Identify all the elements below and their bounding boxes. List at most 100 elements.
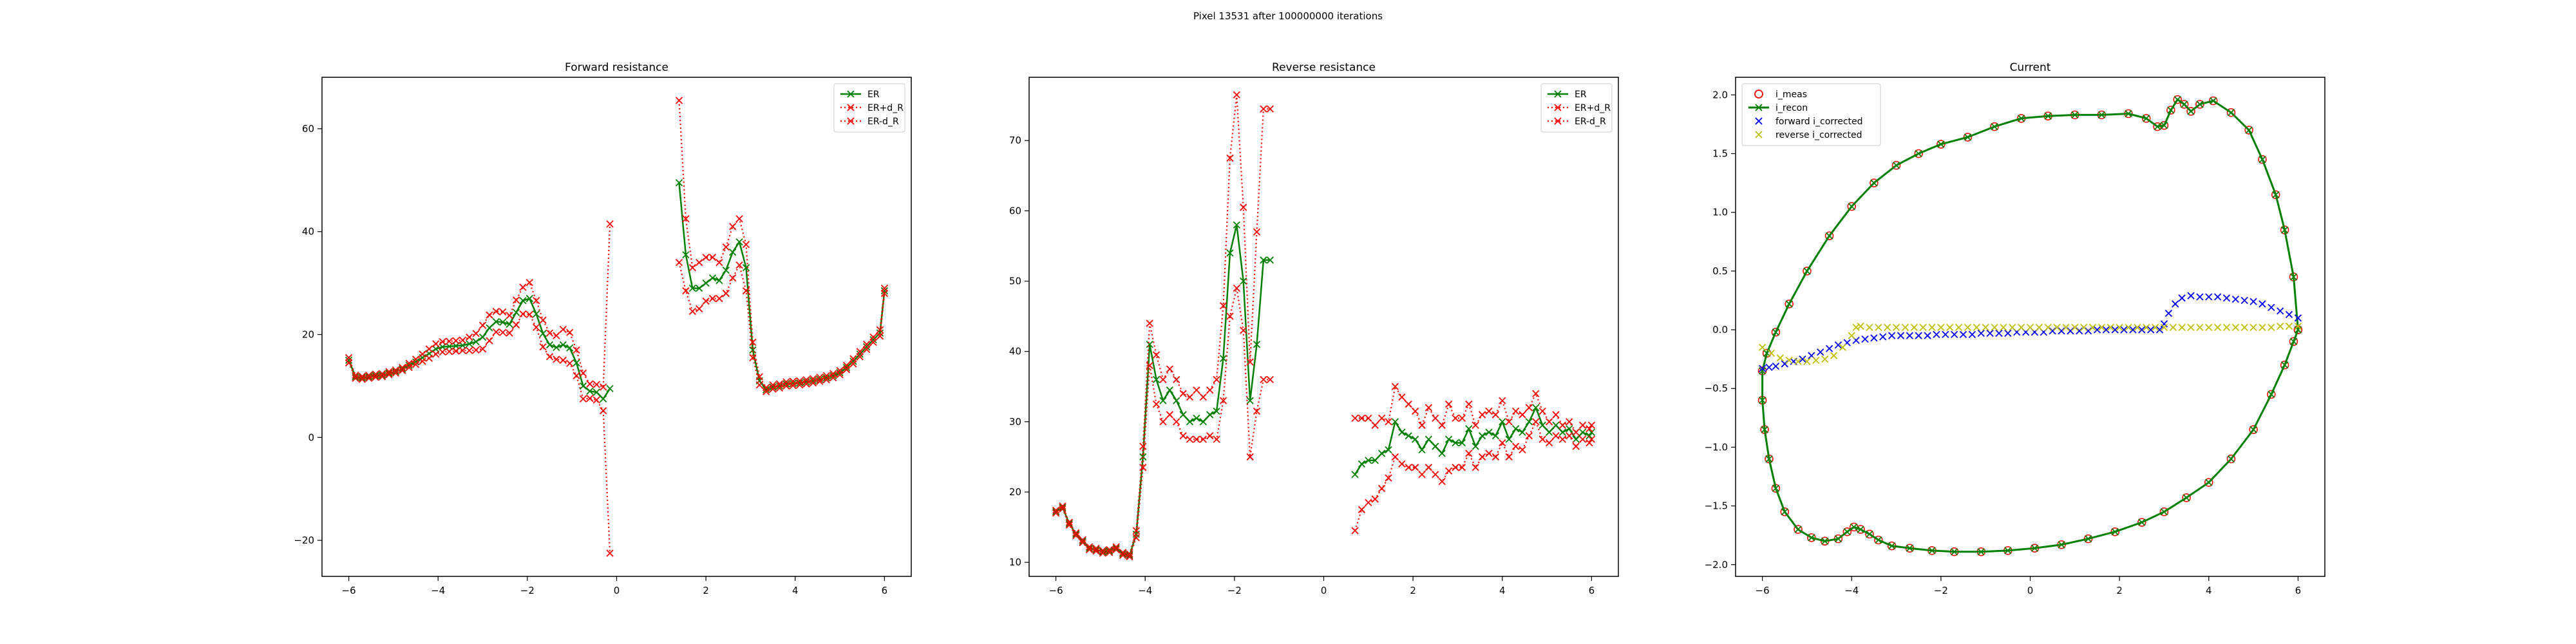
- data-point: [829, 374, 837, 382]
- data-point: [606, 220, 614, 228]
- data-point: [1808, 534, 1815, 542]
- data-point: [439, 348, 446, 356]
- data-point: [682, 287, 690, 295]
- data-point: [1106, 549, 1113, 556]
- data-point: [2174, 96, 2181, 104]
- data-point: [392, 369, 400, 377]
- data-point: [856, 350, 864, 358]
- data-point: [1472, 421, 1479, 429]
- data-point: [512, 308, 520, 316]
- data-point: [466, 340, 473, 348]
- x-tick-label: −6: [1049, 585, 1063, 596]
- data-point: [439, 338, 446, 346]
- data-point: [478, 345, 487, 353]
- data-point: [1982, 323, 1989, 332]
- data-point: [2160, 122, 2168, 129]
- data-point: [1173, 418, 1180, 426]
- data-point: [1173, 397, 1180, 404]
- data-point: [1065, 521, 1074, 529]
- data-point: [2186, 107, 2195, 116]
- data-point: [1432, 414, 1439, 422]
- data-point: [2240, 296, 2248, 305]
- data-point: [499, 328, 507, 336]
- data-point: [1505, 453, 1513, 461]
- data-point: [1159, 397, 1167, 404]
- data-point: [1219, 397, 1227, 404]
- data-point: [1986, 329, 1994, 337]
- x-tick-label: −6: [1756, 585, 1770, 596]
- data-point: [1052, 506, 1060, 515]
- data-point: [1418, 446, 1426, 454]
- data-point: [2062, 323, 2070, 332]
- data-point: [1405, 400, 1412, 408]
- data-point: [880, 284, 889, 292]
- data-point: [492, 307, 500, 316]
- data-point: [358, 375, 366, 383]
- data-point: [545, 353, 554, 361]
- data-point: [539, 316, 547, 324]
- data-point: [1233, 91, 1240, 99]
- data-point: [1179, 411, 1187, 419]
- data-point: [372, 374, 379, 381]
- data-point: [849, 360, 857, 368]
- data-point: [2214, 293, 2222, 301]
- data-point: [1059, 505, 1066, 513]
- data-point: [2289, 337, 2298, 346]
- x-tick-label: 0: [1321, 585, 1327, 596]
- data-point: [365, 371, 373, 379]
- data-point: [1358, 460, 1366, 468]
- data-point: [742, 263, 750, 272]
- data-point: [1578, 421, 1587, 429]
- data-point: [1780, 507, 1789, 516]
- data-point: [1079, 538, 1086, 547]
- plot-area: [1757, 95, 2303, 556]
- data-point: [1552, 421, 1560, 429]
- data-point: [729, 223, 737, 231]
- y-tick-label: 20: [1009, 486, 1021, 498]
- data-point: [478, 333, 487, 341]
- data-point: [1106, 547, 1113, 555]
- data-point: [869, 336, 877, 344]
- data-point: [600, 383, 607, 391]
- data-point: [1398, 393, 1406, 401]
- data-point: [432, 350, 440, 358]
- data-point: [1358, 414, 1366, 422]
- data-point: [1452, 414, 1459, 422]
- data-point: [2044, 323, 2052, 332]
- data-point: [1085, 544, 1094, 552]
- data-point: [822, 374, 830, 382]
- data-point: [545, 341, 554, 349]
- data-point: [1578, 435, 1587, 443]
- data-point: [1572, 428, 1580, 436]
- data-point: [579, 369, 587, 377]
- data-point: [1539, 421, 1546, 429]
- data-point: [1492, 453, 1500, 461]
- data-point: [863, 341, 871, 348]
- data-point: [1159, 418, 1167, 426]
- data-point: [1126, 553, 1133, 561]
- data-point: [1465, 400, 1473, 408]
- data-point: [1758, 343, 1766, 352]
- data-point: [1246, 358, 1254, 366]
- data-point: [2178, 294, 2186, 302]
- data-point: [1968, 330, 1976, 338]
- data-point: [1794, 525, 1803, 534]
- data-point: [499, 308, 507, 316]
- data-point: [2129, 326, 2137, 334]
- data-point: [1072, 532, 1080, 540]
- x-tick-label: 6: [2295, 585, 2302, 596]
- data-point: [1794, 357, 1802, 365]
- data-point: [2195, 100, 2204, 109]
- data-point: [1995, 329, 2003, 337]
- data-point: [829, 372, 837, 380]
- data-point: [1452, 439, 1459, 447]
- series-line: [348, 223, 611, 388]
- data-point: [1411, 464, 1419, 471]
- data-point: [412, 361, 420, 368]
- data-point: [432, 340, 440, 348]
- data-point: [1226, 154, 1234, 162]
- data-point: [1213, 407, 1220, 415]
- data-point: [1226, 249, 1234, 257]
- data-point: [1206, 411, 1214, 419]
- data-point: [1146, 319, 1153, 327]
